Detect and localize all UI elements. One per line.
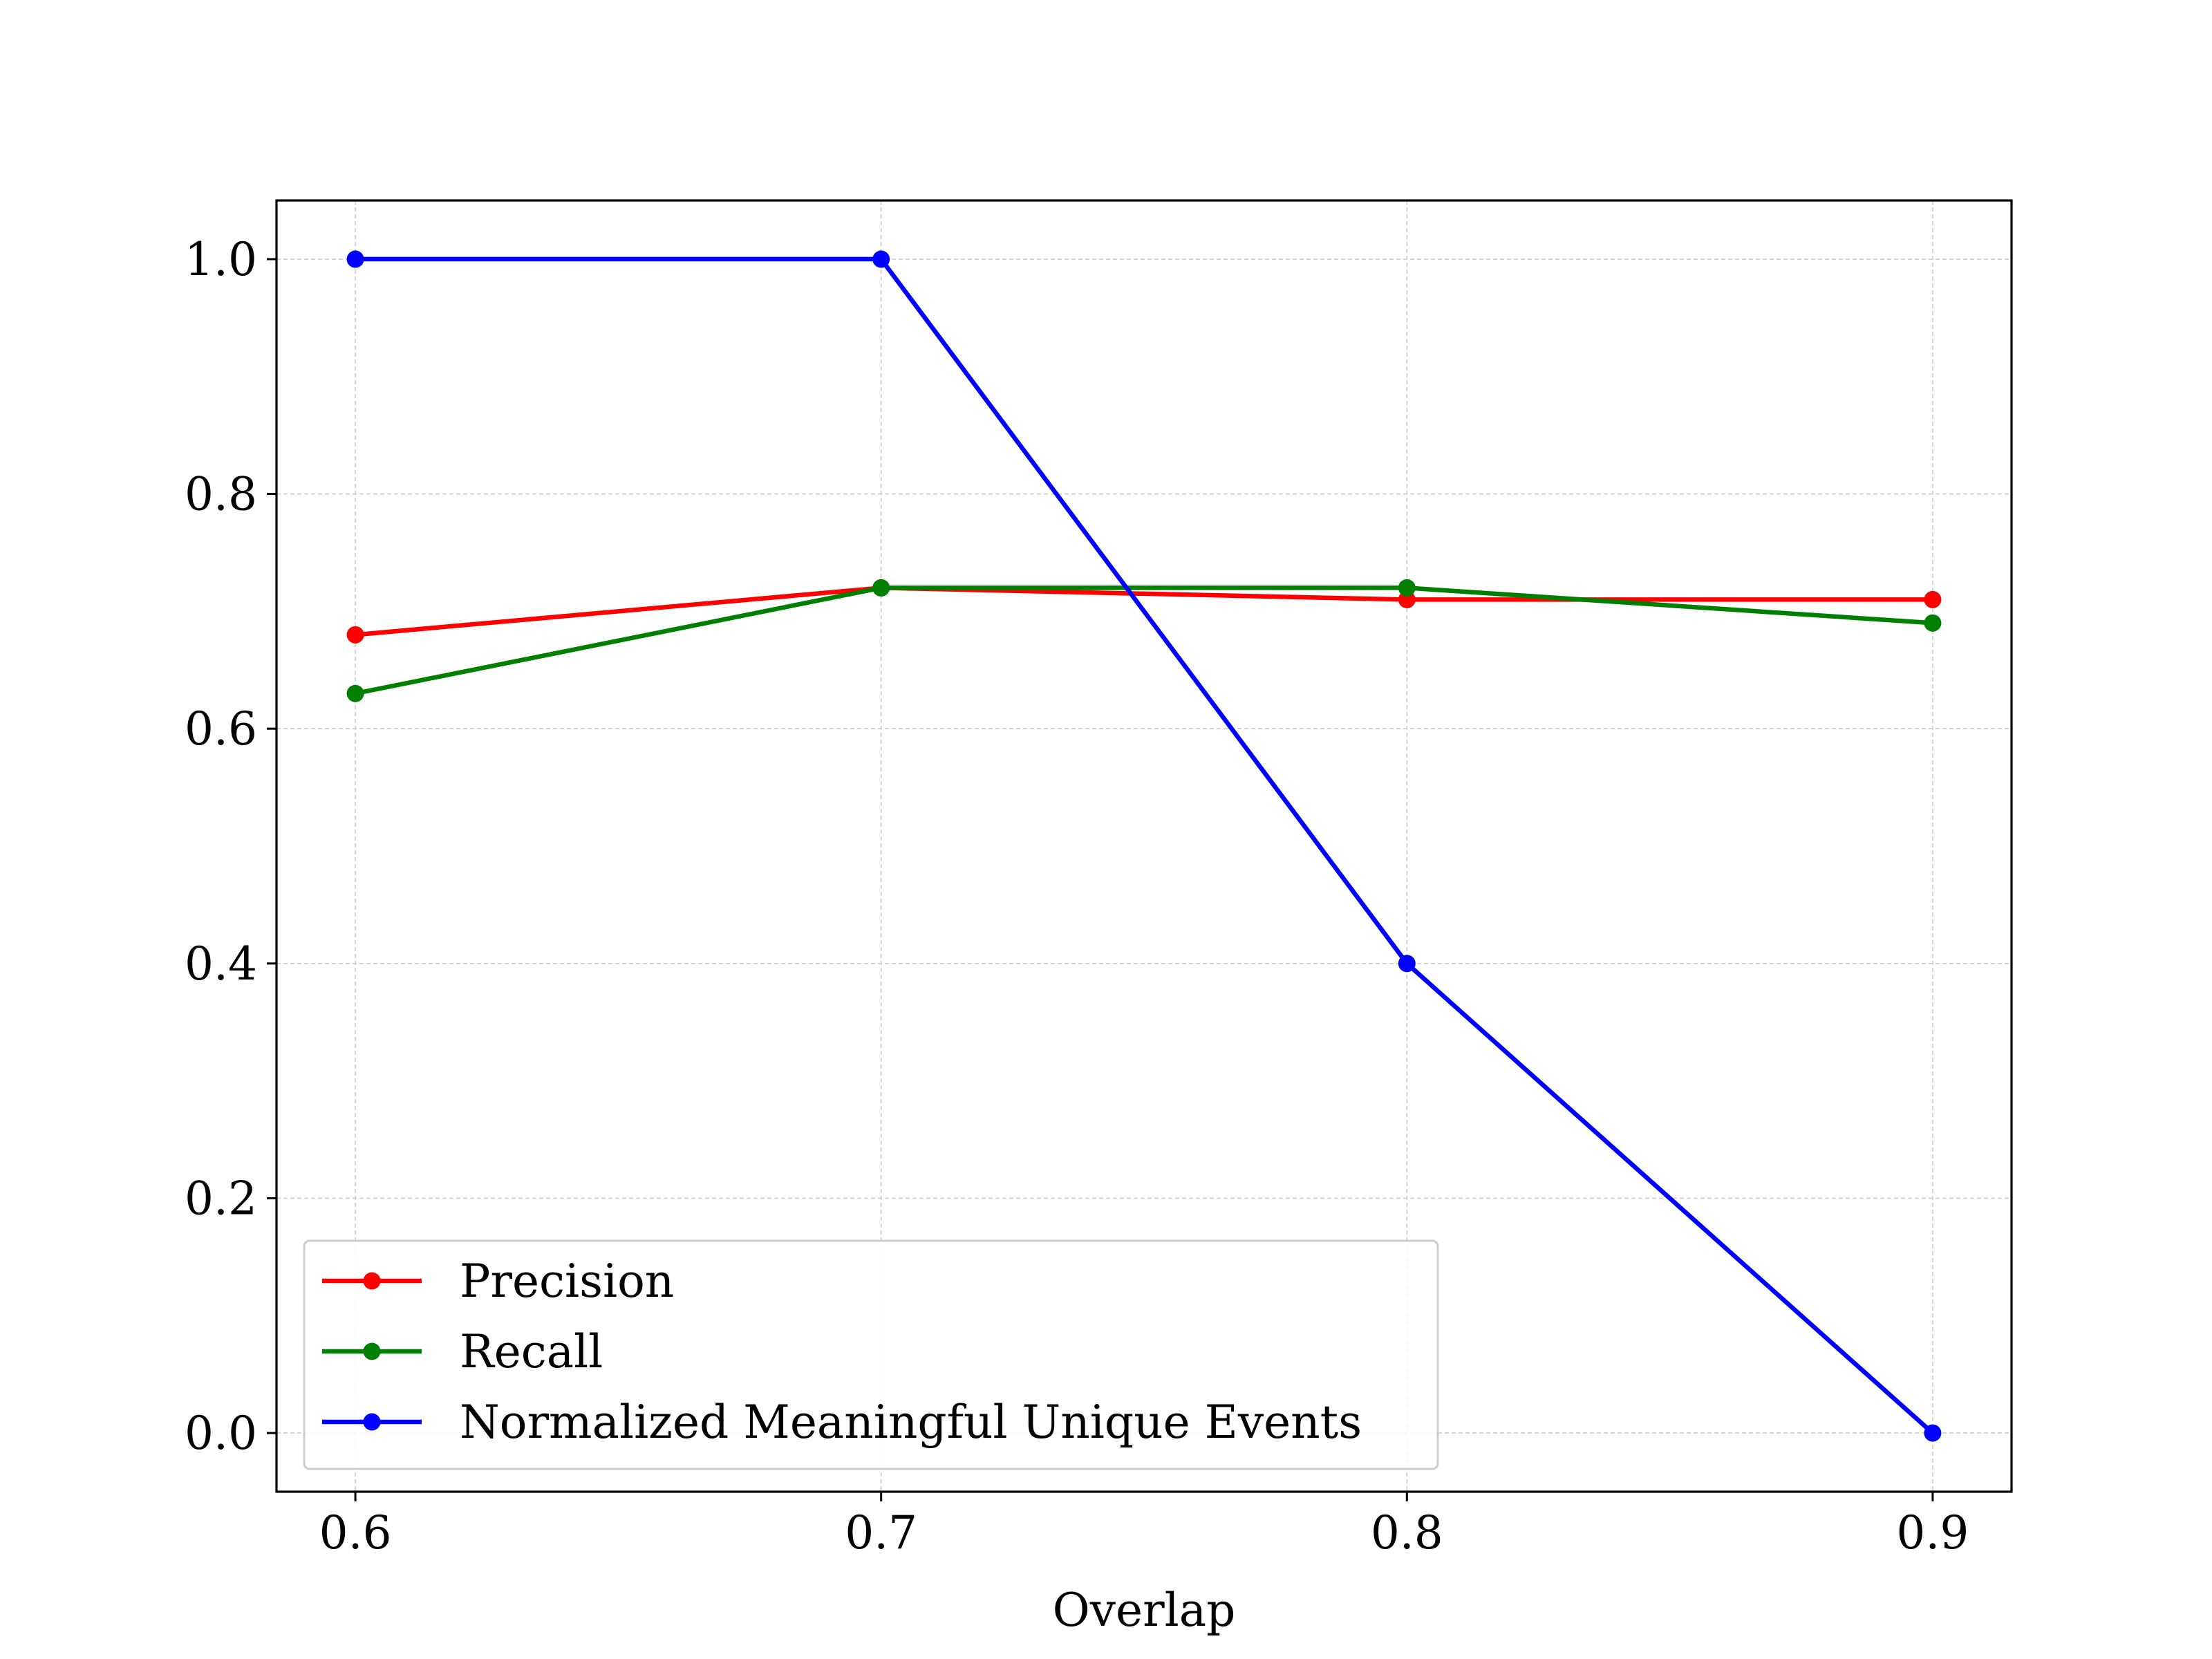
legend-swatch-marker [363,1413,381,1431]
legend-box [303,1239,1439,1470]
legend-entry: Normalized Meaningful Unique Events [322,1396,1362,1449]
legend: Precision Recall Normalized Meaningful Uni… [303,1239,1439,1470]
data-point [1398,955,1416,973]
series-normalized-meaningful-unique-events [346,250,1942,1442]
legend-entry: Recall [322,1325,603,1378]
y-tick-label: 0.4 [185,937,257,991]
series-line [355,585,1933,637]
y-tick-label: 0.8 [185,468,257,521]
data-point [872,579,890,597]
data-point [1924,614,1942,632]
data-point [1924,1424,1942,1442]
legend-label: Precision [460,1255,674,1308]
y-tick-label: 1.0 [185,233,257,286]
series-layer [346,250,1942,1442]
y-tick-label: 0.2 [185,1172,257,1225]
grid-lines [276,200,2012,1492]
plot-area-frame [275,199,2013,1493]
legend-entry: Precision [322,1255,674,1308]
series-line [355,256,1935,1435]
data-point [346,684,364,702]
data-point [1924,590,1942,608]
series-line [355,585,1933,696]
x-tick-label: 0.7 [845,1506,917,1559]
series-recall [346,579,1942,702]
y-tick-label: 0.6 [185,702,257,756]
axes: 0.6 0.7 0.8 0.9 0.0 0.2 0.4 0.6 0.8 1.0 [185,233,1969,1559]
data-point [1398,579,1416,597]
data-point [872,250,890,268]
legend-swatch-marker [363,1342,381,1360]
data-point [346,250,364,268]
legend-swatch-marker [363,1272,381,1290]
legend-label: Normalized Meaningful Unique Events [460,1396,1362,1449]
y-tick-label: 0.0 [185,1407,257,1460]
x-tick-label: 0.9 [1896,1506,1969,1559]
x-tick-label: 0.6 [319,1506,392,1559]
x-tick-label: 0.8 [1371,1506,1443,1559]
data-point [346,626,364,644]
x-axis-label: Overlap [1053,1584,1236,1637]
legend-label: Recall [460,1325,603,1378]
